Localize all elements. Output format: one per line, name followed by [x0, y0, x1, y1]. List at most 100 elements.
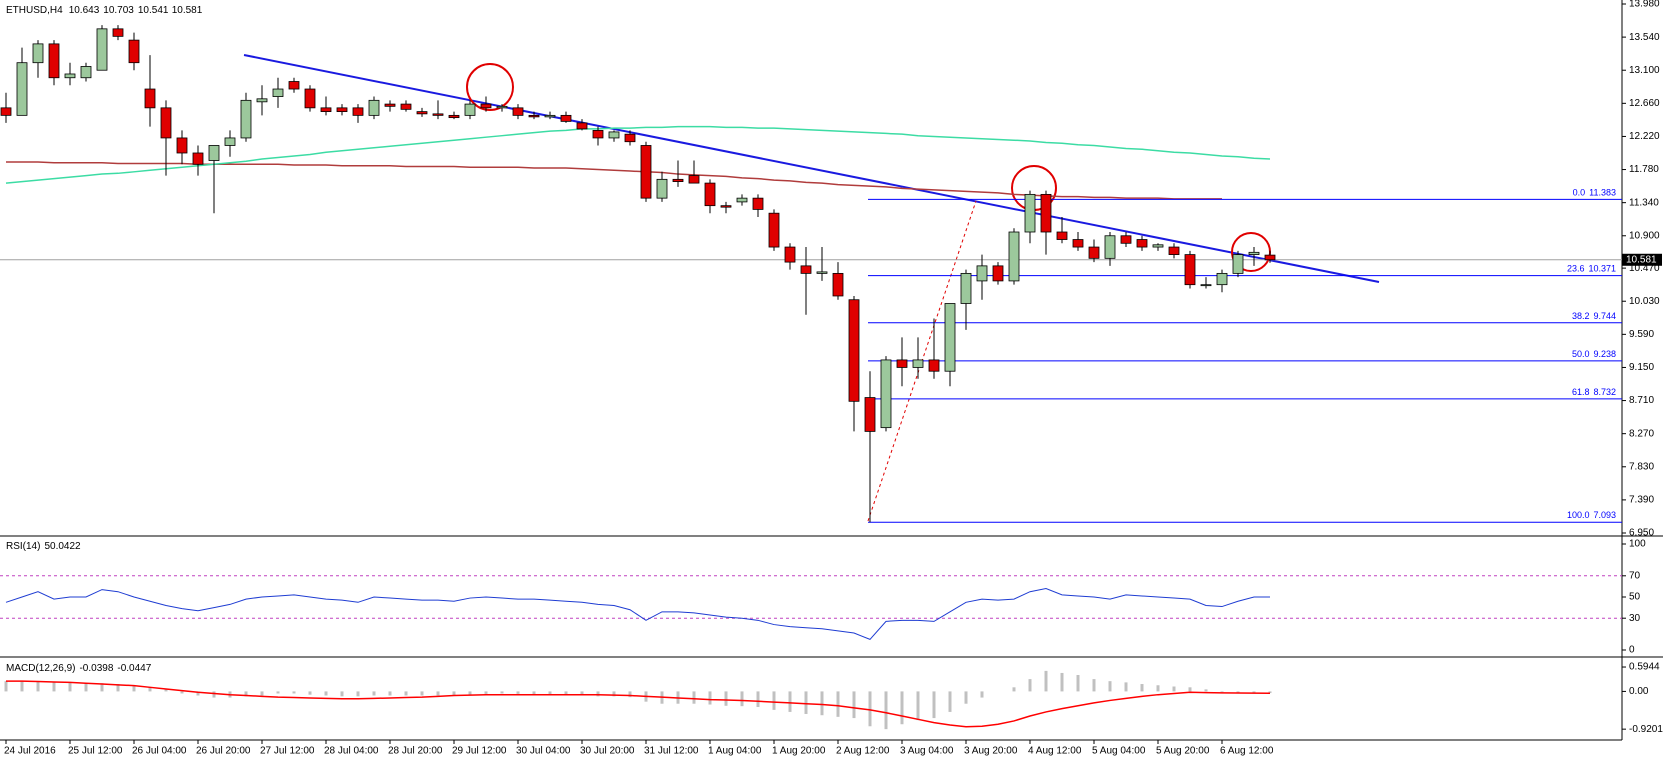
y-tick-label: 0.00 [1629, 686, 1649, 697]
candle-body [1152, 244, 1164, 248]
symbol: ETHUSD,H4 [6, 5, 63, 16]
x-tick-label: 5 Aug 20:00 [1156, 746, 1210, 757]
fib-price-label: 9.238 [1593, 349, 1616, 359]
y-tick-label: 12.660 [1629, 98, 1660, 109]
candle-body [80, 66, 92, 79]
candle-body [384, 103, 396, 107]
x-tick-label: 24 Jul 2016 [4, 746, 56, 757]
candle-body [144, 88, 156, 109]
candle-body [352, 107, 364, 116]
y-tick-label: 0 [1629, 645, 1635, 656]
candle-body [992, 265, 1004, 282]
candle-body [608, 131, 620, 139]
macd-title: MACD(12,26,9) -0.0398 -0.0447 [6, 663, 152, 674]
candle-body [464, 103, 476, 116]
rsi-last: 50.0422 [44, 541, 81, 552]
y-tick-label: 13.100 [1629, 65, 1660, 76]
last-price-box [1622, 253, 1662, 266]
indicator-line [5, 588, 1271, 640]
candle-body [1072, 239, 1084, 248]
fib-label: 50.0 9.238 [1572, 349, 1616, 359]
last-high: 10.703 [103, 5, 134, 16]
signal-line [6, 680, 1271, 728]
candle-body [576, 122, 588, 130]
moving-average [5, 125, 1271, 184]
x-tick-label: 28 Jul 20:00 [388, 746, 443, 757]
candle-body [1008, 231, 1020, 282]
candle-body [512, 107, 524, 116]
x-tick-label: 1 Aug 20:00 [772, 746, 826, 757]
x-tick-label: 3 Aug 20:00 [964, 746, 1018, 757]
y-tick-label: 8.270 [1629, 428, 1654, 439]
candle-body [224, 137, 236, 146]
candle-body [1024, 193, 1036, 233]
y-tick-label: 9.150 [1629, 362, 1654, 373]
x-tick-label: 28 Jul 04:00 [324, 746, 379, 757]
y-tick-label: 10.470 [1629, 263, 1660, 274]
candle-body [560, 114, 572, 122]
x-tick-label: 25 Jul 12:00 [68, 746, 123, 757]
candle-body [1216, 272, 1228, 286]
candle-body [752, 197, 764, 210]
fib-level-label: 23.6 [1567, 264, 1585, 274]
chart-title: ETHUSD,H4 10.643 10.703 10.541 10.581 [6, 5, 203, 16]
rsi-name: RSI(14) [6, 541, 40, 552]
fib-price-label: 9.744 [1593, 311, 1616, 321]
candle-body [928, 359, 940, 372]
y-tick-label: 6.950 [1629, 528, 1654, 539]
candle-body [768, 212, 780, 248]
y-tick-label: 11.780 [1629, 164, 1659, 175]
candle-body [704, 182, 716, 207]
fib-level-label: 50.0 [1572, 349, 1590, 359]
y-tick-label: 9.590 [1629, 329, 1654, 340]
candle-body [368, 99, 380, 116]
candle-body [784, 246, 796, 263]
candle-body [496, 105, 508, 109]
candle-body [272, 88, 284, 97]
candle-body [720, 205, 732, 208]
candle-body [1104, 235, 1116, 259]
candle-body [736, 197, 748, 203]
fib-level-label: 38.2 [1572, 311, 1590, 321]
y-tick-label: 13.980 [1629, 0, 1660, 10]
fib-label: 61.8 8.732 [1572, 387, 1616, 397]
signal-last: -0.0447 [117, 663, 151, 674]
x-tick-label: 26 Jul 20:00 [196, 746, 251, 757]
candle-body [624, 133, 636, 143]
fib-label: 0.0 11.383 [1573, 188, 1616, 198]
candle-body [304, 88, 316, 109]
x-tick-label: 31 Jul 12:00 [644, 746, 699, 757]
candle-body [16, 62, 28, 116]
y-tick-label: 50 [1629, 592, 1641, 603]
x-tick-label: 29 Jul 12:00 [452, 746, 507, 757]
candle-body [816, 271, 828, 274]
candle-body [208, 145, 220, 161]
y-tick-label: 0.5944 [1629, 662, 1660, 673]
candle-body [896, 359, 908, 368]
candle-body [1248, 251, 1260, 255]
candle-body [1184, 254, 1196, 286]
y-tick-label: 70 [1629, 570, 1641, 581]
x-tick-label: 1 Aug 04:00 [708, 746, 762, 757]
candle-body [1200, 284, 1212, 287]
highlight-circle [466, 63, 514, 111]
candle-body [176, 137, 188, 154]
candle-body [1136, 239, 1148, 248]
candle-body [192, 152, 204, 165]
y-tick-label: 100 [1629, 539, 1646, 550]
candle-body [400, 103, 412, 110]
x-tick-label: 30 Jul 20:00 [580, 746, 635, 757]
candle-body [912, 359, 924, 368]
candle-body [256, 98, 268, 103]
candle-body [336, 107, 348, 113]
candle-body [1088, 246, 1100, 259]
candle-body [800, 265, 812, 274]
y-tick-label: 7.830 [1629, 461, 1654, 472]
x-tick-label: 5 Aug 04:00 [1092, 746, 1146, 757]
fib-price-label: 10.371 [1588, 264, 1616, 274]
macd-last: -0.0398 [79, 663, 113, 674]
candle-body [416, 111, 428, 115]
fib-price-label: 7.093 [1593, 511, 1616, 521]
